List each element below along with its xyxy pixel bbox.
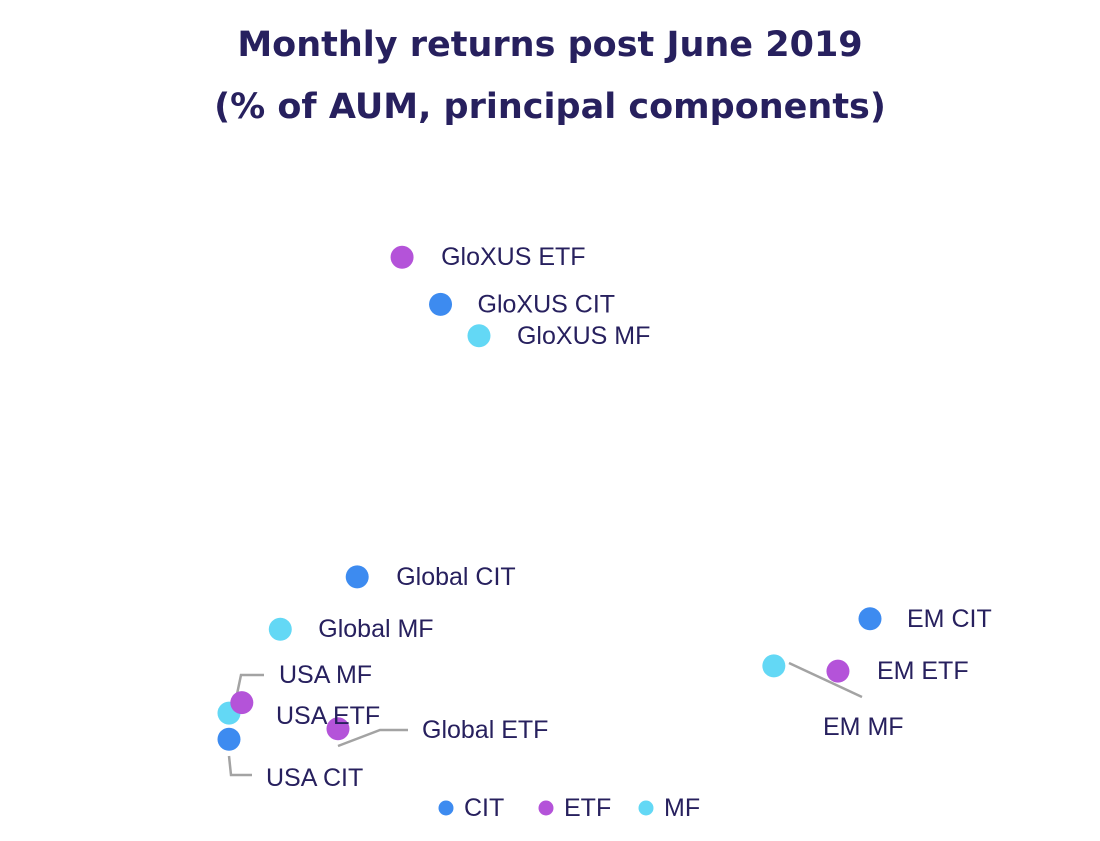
label-usa-etf: USA ETF: [276, 702, 380, 730]
leader-lines: [227, 661, 863, 777]
legend-label-mf: MF: [664, 794, 700, 822]
label-gloxus-mf: GloXUS MF: [517, 322, 650, 350]
label-em-etf: EM ETF: [877, 657, 969, 685]
leader-usa-cit: [227, 755, 252, 777]
label-global-cit: Global CIT: [396, 563, 515, 591]
label-gloxus-cit: GloXUS CIT: [478, 290, 616, 318]
point-usa-etf: [230, 691, 254, 715]
label-em-cit: EM CIT: [907, 605, 992, 633]
leader-em-mf: [788, 661, 863, 699]
point-global-etf: [326, 717, 350, 741]
label-global-etf: Global ETF: [422, 716, 548, 744]
label-global-mf: Global MF: [318, 615, 433, 643]
point-labels: GloXUS ETF GloXUS CIT GloXUS MF Global CIT G…: [266, 243, 992, 792]
point-global-cit: [345, 565, 369, 589]
data-points: [217, 245, 882, 751]
label-gloxus-etf: GloXUS ETF: [441, 243, 585, 271]
point-em-mf: [762, 654, 786, 678]
point-global-mf: [268, 617, 292, 641]
legend-marker-etf: [538, 800, 554, 816]
legend-label-cit: CIT: [464, 794, 504, 822]
leader-global-etf: [337, 728, 408, 748]
legend-marker-mf: [638, 800, 654, 816]
point-em-etf: [826, 659, 850, 683]
label-usa-cit: USA CIT: [266, 764, 363, 792]
legend-marker-cit: [438, 800, 454, 816]
point-gloxus-mf: [467, 324, 491, 348]
chart-title: Monthly returns post June 2019 (% of AUM…: [0, 14, 1100, 138]
point-usa-cit: [217, 727, 241, 751]
label-em-mf: EM MF: [823, 713, 904, 741]
chart-title-line-2: (% of AUM, principal components): [214, 87, 886, 127]
legend: CIT ETF MF: [438, 794, 700, 822]
point-gloxus-etf: [390, 245, 414, 269]
legend-label-etf: ETF: [564, 794, 611, 822]
point-gloxus-cit: [429, 292, 453, 316]
chart-title-line-1: Monthly returns post June 2019: [237, 25, 863, 65]
point-em-cit: [858, 607, 882, 631]
label-usa-mf: USA MF: [279, 661, 372, 689]
